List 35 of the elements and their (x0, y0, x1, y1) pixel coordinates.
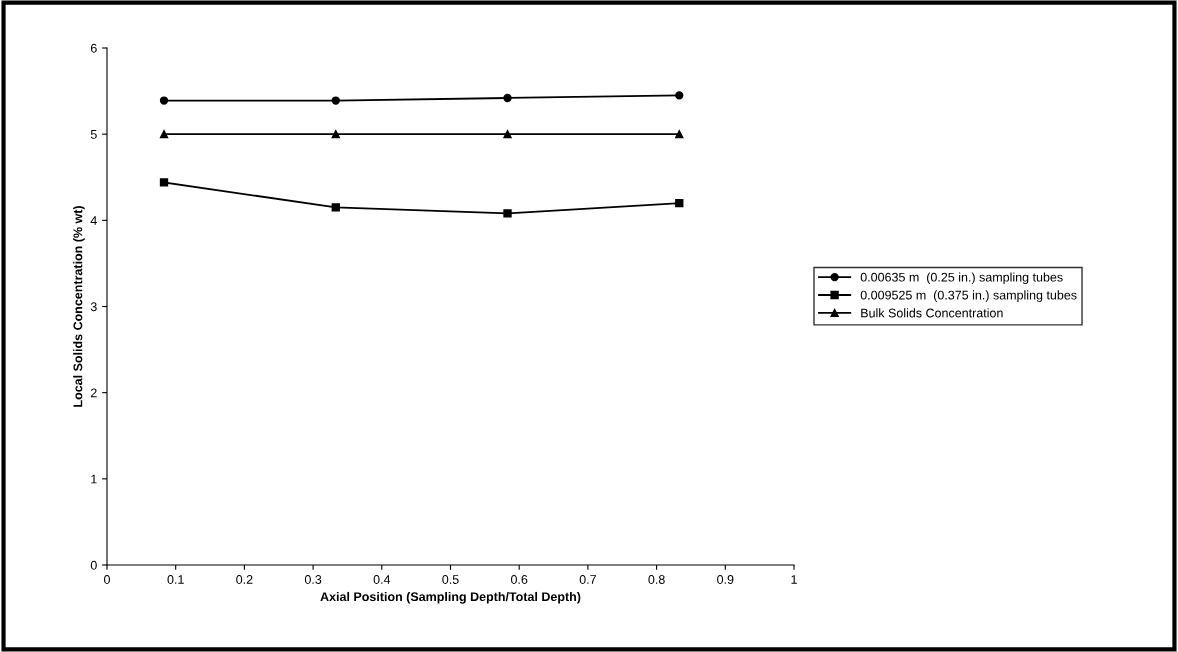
point (503, 129, 512, 139)
point (331, 203, 340, 212)
point (331, 129, 340, 139)
point (159, 178, 169, 187)
y-tick-label: 5 (90, 130, 97, 139)
point (331, 96, 340, 105)
point (675, 129, 684, 139)
point (675, 91, 684, 100)
point (675, 198, 684, 208)
y-tick-label: 4 (90, 216, 97, 225)
y-tick-label: 1 (91, 474, 97, 484)
x-axis-title: Axial Position (Sampling Depth/Total Depth) (320, 591, 581, 604)
y-tick-label: 6 (90, 43, 97, 53)
x-tick-label: 0.8 (648, 575, 665, 584)
x-tick-label: 1 (791, 575, 797, 584)
legend-label: Bulk Solids Concentration (861, 308, 1003, 318)
x-tick-label: 0.2 (236, 575, 253, 584)
x-tick-label: 0.9 (717, 575, 734, 584)
x-tick-label: 0.7 (579, 575, 596, 584)
y-axis-title: Local Solids Concentration (% wt) (73, 206, 85, 407)
x-tick-label: 0.3 (304, 575, 322, 584)
x-tick-label: 0 (104, 575, 110, 584)
y-tick-label: 2 (90, 388, 97, 398)
point (159, 96, 169, 105)
y-tick-label: 0 (90, 560, 97, 570)
x-tick-label: 0.1 (167, 575, 184, 584)
x-tick-label: 0.5 (442, 575, 459, 584)
legend-label: 0.00635 m (0.25 in.) sampling tubes (860, 272, 1063, 285)
point (503, 93, 512, 103)
point (503, 209, 512, 218)
y-tick-label: 3 (90, 302, 97, 312)
x-tick-label: 0.4 (373, 575, 391, 584)
point (159, 129, 169, 139)
legend-label: 0.009525 m (0.375 in.) sampling tubes (860, 290, 1077, 302)
x-tick-label: 0.6 (511, 575, 528, 584)
